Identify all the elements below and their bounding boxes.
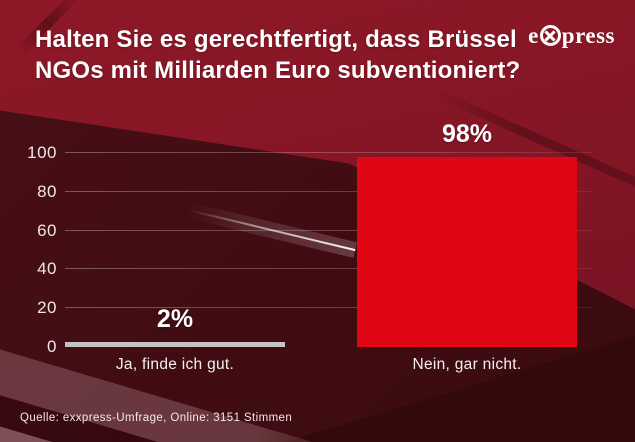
title-line-2: NGOs mit Milliarden Euro subventioniert? [35,57,521,84]
category-label: Nein, gar nicht. [412,356,522,373]
y-tick-label: 80 [37,181,57,201]
bar-slot: 98% Nein, gar nicht. [357,120,577,373]
y-tick-label: 0 [47,337,57,356]
gridline [65,229,592,231]
exxpress-logo: e press [528,23,615,49]
y-axis: 0 20 40 60 80 100 [0,143,57,356]
plot-area: 2% Ja, finde ich gut. 98% Nein, gar nicht. [65,120,592,373]
logo-prefix: e [528,23,539,48]
circled-xx-icon [539,25,561,46]
page-title: Halten Sie es gerechtfertigt, dass Brüss… [35,24,520,86]
source-note: Quelle: exxpress-Umfrage, Online: 3151 S… [20,412,293,424]
value-label: 98% [441,119,493,148]
y-tick-label: 100 [27,143,57,162]
bar-no [357,156,577,347]
gridline [65,268,592,270]
gridline [65,307,592,309]
category-label: Ja, finde ich gut. [115,356,235,373]
gridline [65,152,592,153]
y-tick-label: 20 [37,298,57,318]
value-label: 2% [156,305,194,333]
y-tick-label: 40 [37,259,57,279]
title-line-1: Halten Sie es gerechtfertigt, dass Brüss… [35,26,517,53]
y-tick-label: 60 [37,220,57,240]
gridline [65,190,592,192]
logo-suffix: press [561,23,615,48]
bar-slot: 2% Ja, finde ich gut. [65,153,285,373]
bar-yes [65,342,285,347]
